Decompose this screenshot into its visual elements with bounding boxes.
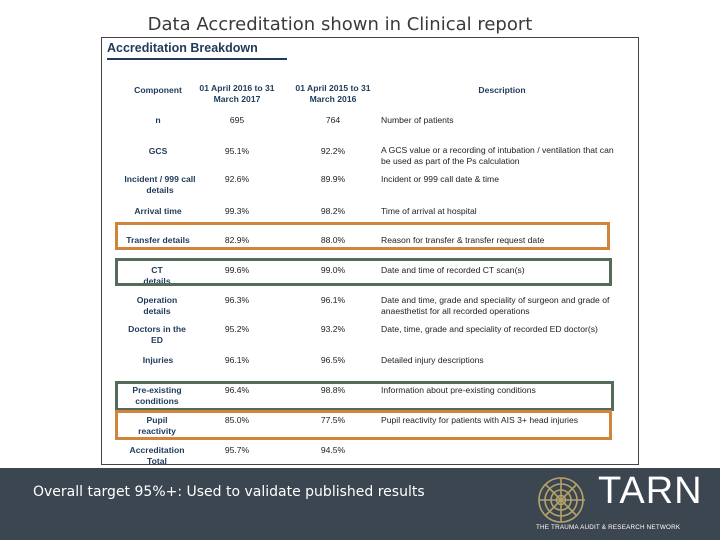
- row-component: Accreditation Total: [129, 445, 185, 465]
- row-value-2016: 96.1%: [320, 295, 346, 305]
- header-description: Description: [478, 85, 526, 95]
- row-description: Reason for transfer & transfer request d…: [381, 235, 545, 245]
- row-value-2017: 96.4%: [224, 385, 250, 395]
- row-value-2017: 82.9%: [224, 235, 250, 245]
- row-description: Incident or 999 call date & time: [381, 174, 499, 184]
- row-value-2016: 764: [325, 115, 341, 125]
- highlight-pre-existing: [115, 381, 614, 411]
- row-value-2017: 99.6%: [224, 265, 250, 275]
- row-component: Injuries: [142, 355, 174, 365]
- row-description: Pupil reactivity for patients with AIS 3…: [381, 415, 579, 425]
- row-component: Pre-existing conditions: [132, 385, 182, 406]
- highlight-transfer-details: [115, 222, 610, 250]
- row-value-2017: 96.3%: [224, 295, 250, 305]
- heading-underline: [107, 58, 287, 60]
- highlight-pupil-reactivity: [115, 410, 612, 440]
- accreditation-report: Accreditation Breakdown Component 01 Apr…: [101, 37, 639, 465]
- row-value-2017: 95.7%: [224, 445, 250, 455]
- row-description: Date, time, grade and speciality of reco…: [381, 324, 598, 334]
- row-description: Information about pre-existing condition…: [381, 385, 536, 395]
- footer-text: Overall target 95%+: Used to validate pu…: [33, 484, 425, 500]
- row-value-2016: 98.8%: [320, 385, 346, 395]
- row-component: GCS: [148, 146, 168, 156]
- logo-tagline: THE TRAUMA AUDIT & RESEARCH NETWORK: [536, 524, 681, 531]
- row-value-2017: 92.6%: [224, 174, 250, 184]
- row-value-2017: 96.1%: [224, 355, 250, 365]
- row-value-2017: 695: [229, 115, 245, 125]
- row-value-2016: 96.5%: [320, 355, 346, 365]
- header-2017: 01 April 2016 to 31 March 2017: [199, 83, 275, 104]
- row-description: Date and time, grade and speciality of s…: [381, 295, 610, 316]
- row-value-2016: 88.0%: [320, 235, 346, 245]
- row-component: n: [155, 115, 161, 125]
- row-value-2017: 99.3%: [224, 206, 250, 216]
- row-value-2016: 92.2%: [320, 146, 346, 156]
- row-value-2017: 85.0%: [224, 415, 250, 425]
- row-description: Number of patients: [381, 115, 454, 125]
- row-value-2016: 89.9%: [320, 174, 346, 184]
- row-component: Arrival time: [134, 206, 182, 216]
- row-component: Doctors in the ED: [128, 324, 186, 345]
- slide-title: Data Accreditation shown in Clinical rep…: [147, 14, 533, 35]
- row-value-2016: 93.2%: [320, 324, 346, 334]
- row-component: Transfer details: [126, 235, 190, 245]
- header-component: Component: [134, 85, 182, 95]
- row-description: Detailed injury descriptions: [381, 355, 484, 365]
- row-value-2016: 98.2%: [320, 206, 346, 216]
- row-description: A GCS value or a recording of intubation…: [381, 145, 614, 166]
- tarn-logo-icon: [538, 477, 585, 523]
- row-value-2016: 77.5%: [320, 415, 346, 425]
- row-value-2017: 95.1%: [224, 146, 250, 156]
- row-component: Incident / 999 call details: [124, 174, 196, 195]
- logo-wordmark: TARN: [598, 470, 703, 512]
- row-value-2016: 99.0%: [320, 265, 346, 275]
- row-description: Date and time of recorded CT scan(s): [381, 265, 525, 275]
- row-component: Pupil reactivity: [138, 415, 176, 436]
- row-value-2017: 95.2%: [224, 324, 250, 334]
- row-component: Operation details: [136, 295, 178, 316]
- header-2016: 01 April 2015 to 31 March 2016: [295, 83, 371, 104]
- footer-banner: Overall target 95%+: Used to validate pu…: [0, 468, 720, 540]
- highlight-ct-details: [115, 258, 612, 286]
- report-heading: Accreditation Breakdown: [107, 41, 258, 55]
- row-value-2016: 94.5%: [320, 445, 346, 455]
- row-description: Time of arrival at hospital: [381, 206, 477, 216]
- row-component: CT details: [143, 265, 171, 286]
